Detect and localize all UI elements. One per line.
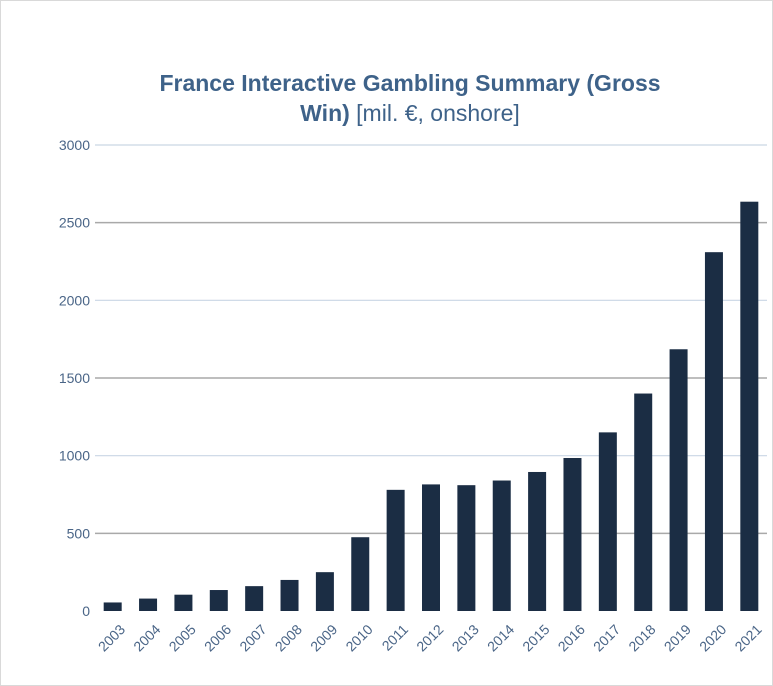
bar-2007	[245, 586, 264, 611]
x-tick-label: 2018	[625, 621, 658, 654]
x-tick-label: 2015	[519, 621, 552, 654]
x-tick-label: 2019	[661, 621, 694, 654]
x-tick-label: 2010	[342, 621, 375, 654]
bar-2005	[174, 594, 193, 611]
bar-2006	[209, 590, 228, 611]
bar-2020	[704, 252, 723, 611]
bar-2008	[280, 579, 299, 611]
chart-title: France Interactive Gambling Summary (Gro…	[40, 68, 773, 128]
gridlines	[95, 144, 767, 535]
y-tick-label: 0	[82, 603, 90, 619]
x-tick-label: 2004	[130, 621, 163, 654]
x-tick-label: 2014	[484, 621, 517, 654]
x-axis: 2003 2004 2005 2006 2007 2008 2009 2010 2011 2012…	[95, 621, 765, 654]
x-tick-label: 2006	[201, 621, 234, 654]
bar-2019	[669, 349, 688, 611]
chart-title-line1: France Interactive Gambling Summary (Gro…	[159, 70, 661, 96]
x-tick-label: 2011	[379, 621, 412, 654]
x-tick-label: 2003	[95, 621, 128, 654]
chart-title-line2-bold: Win)	[300, 100, 350, 126]
bar-2004	[139, 598, 158, 611]
bar-2012	[422, 484, 440, 611]
chart-title-line2-units: [mil. €, onshore]	[349, 100, 520, 126]
y-tick-label: 1000	[59, 448, 90, 464]
x-tick-label: 2013	[449, 621, 482, 654]
x-tick-label: 2017	[590, 621, 623, 654]
bar-2018	[634, 393, 653, 611]
y-axis: 0 500 1000 1500 2000 2500 3000	[59, 137, 90, 619]
bar-2011	[386, 489, 405, 611]
y-tick-label: 500	[67, 525, 91, 541]
bar-2014	[492, 480, 511, 611]
bar-2003	[103, 602, 122, 611]
y-tick-label: 1500	[59, 370, 90, 386]
y-tick-label: 2000	[59, 292, 90, 308]
x-tick-label: 2020	[696, 621, 729, 654]
bar-2015	[528, 471, 547, 611]
x-tick-label: 2012	[413, 621, 446, 654]
x-tick-label: 2007	[236, 621, 269, 654]
y-tick-label: 3000	[59, 137, 90, 153]
x-tick-label: 2021	[731, 621, 764, 654]
bar-2016	[563, 457, 582, 611]
x-tick-label: 2005	[166, 621, 199, 654]
x-tick-label: 2016	[555, 621, 588, 654]
bar-2009	[315, 572, 334, 611]
bars	[103, 201, 759, 612]
bar-2010	[351, 537, 370, 611]
bar-2013	[457, 485, 476, 611]
bar-2017	[598, 432, 617, 611]
x-tick-label: 2008	[272, 621, 305, 654]
bar-2021	[740, 201, 759, 612]
y-tick-label: 2500	[59, 215, 90, 231]
x-tick-label: 2009	[307, 621, 340, 654]
